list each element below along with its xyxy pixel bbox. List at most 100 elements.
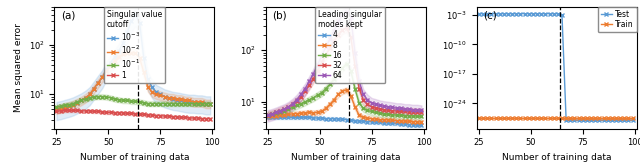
- Test: [521, 13, 529, 15]
- Text: (c): (c): [483, 10, 497, 20]
- $10^{-3}$: [148, 86, 156, 88]
- 16: [360, 107, 367, 109]
- $10^{-2}$: [152, 93, 160, 95]
- $10^{-1}$: [198, 103, 206, 104]
- 16: [376, 112, 384, 114]
- $10^{-3}$: [57, 107, 65, 109]
- $10^{-3}$: [173, 99, 181, 101]
- Test: [588, 119, 595, 121]
- 32: [330, 40, 338, 42]
- Line: 16: 16: [265, 61, 424, 119]
- $10^{-3}$: [198, 102, 206, 104]
- 4: [326, 118, 334, 120]
- Test: [596, 119, 604, 121]
- 64: [280, 108, 288, 110]
- 1: [173, 116, 181, 118]
- Train: [588, 117, 595, 119]
- $10^{-2}$: [136, 57, 143, 59]
- 32: [264, 114, 271, 116]
- 4: [410, 124, 417, 126]
- 8: [264, 115, 271, 117]
- 1: [86, 110, 93, 112]
- 32: [339, 29, 346, 31]
- $10^{-1}$: [82, 98, 90, 100]
- 64: [393, 107, 401, 109]
- Test: [583, 119, 591, 121]
- 8: [289, 113, 296, 115]
- $10^{-2}$: [119, 53, 127, 55]
- $10^{-1}$: [107, 97, 115, 99]
- 8: [322, 107, 330, 109]
- $10^{-3}$: [186, 101, 193, 103]
- 4: [413, 124, 421, 126]
- 32: [285, 106, 292, 108]
- 8: [285, 113, 292, 115]
- 32: [393, 110, 401, 112]
- $10^{-1}$: [77, 99, 85, 101]
- 4: [318, 117, 326, 119]
- Train: [554, 117, 562, 119]
- 4: [355, 120, 363, 122]
- Test: [508, 13, 516, 15]
- 32: [385, 109, 392, 111]
- 1: [190, 117, 198, 119]
- 1: [90, 110, 98, 112]
- Train: [566, 117, 574, 119]
- $10^{-2}$: [173, 98, 181, 100]
- 8: [276, 114, 284, 116]
- 32: [372, 107, 380, 109]
- 32: [276, 110, 284, 112]
- 8: [268, 115, 276, 117]
- Train: [604, 117, 612, 119]
- $10^{-3}$: [77, 99, 85, 101]
- 64: [343, 11, 351, 13]
- $10^{-3}$: [90, 88, 98, 90]
- 1: [198, 118, 206, 120]
- 64: [326, 38, 334, 40]
- Test: [591, 119, 599, 121]
- Test: [621, 119, 628, 121]
- 64: [301, 88, 309, 90]
- 1: [82, 110, 90, 112]
- Test: [533, 13, 541, 15]
- 8: [372, 118, 380, 120]
- 16: [264, 114, 271, 116]
- Line: $10^{-2}$: $10^{-2}$: [54, 50, 212, 111]
- 16: [380, 113, 388, 115]
- 16: [413, 115, 421, 117]
- $10^{-1}$: [136, 101, 143, 103]
- Train: [558, 117, 566, 119]
- 16: [314, 94, 321, 96]
- Test: [571, 119, 579, 121]
- 64: [285, 106, 292, 108]
- 1: [102, 111, 110, 113]
- Test: [616, 119, 624, 121]
- 16: [393, 114, 401, 116]
- $10^{-2}$: [52, 108, 60, 110]
- 4: [405, 124, 413, 126]
- 64: [368, 102, 376, 104]
- Line: 4: 4: [265, 115, 424, 128]
- 8: [360, 116, 367, 118]
- 32: [297, 96, 305, 98]
- $10^{-2}$: [61, 106, 68, 108]
- 16: [397, 114, 404, 116]
- 8: [376, 119, 384, 121]
- 1: [186, 117, 193, 119]
- Train: [591, 117, 599, 119]
- $10^{-2}$: [144, 86, 152, 88]
- 8: [305, 111, 313, 113]
- Train: [608, 117, 616, 119]
- Train: [500, 117, 508, 119]
- 1: [140, 113, 148, 115]
- X-axis label: Number of training data: Number of training data: [291, 153, 401, 162]
- 4: [272, 116, 280, 118]
- 32: [405, 111, 413, 113]
- 1: [148, 114, 156, 116]
- 16: [330, 78, 338, 80]
- 16: [351, 88, 359, 90]
- $10^{-3}$: [86, 93, 93, 95]
- Train: [625, 117, 632, 119]
- $10^{-2}$: [157, 94, 164, 96]
- 64: [297, 93, 305, 95]
